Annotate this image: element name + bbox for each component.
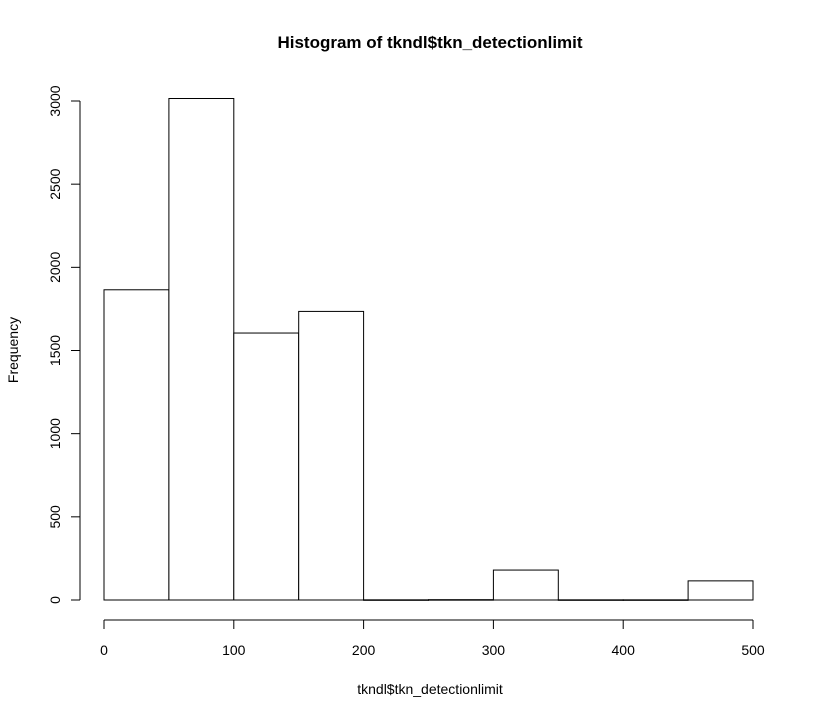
x-axis: 0 100 200 300 400 500: [100, 619, 765, 658]
x-tick-label: 400: [612, 642, 636, 658]
y-axis: 0 500 1000 1500 2000 2500 3000: [47, 85, 81, 604]
chart-title: Histogram of tkndl$tkn_detectionlimit: [277, 33, 582, 52]
x-axis-label: tkndl$tkn_detectionlimit: [357, 681, 503, 697]
histogram-bar-9: [687, 580, 754, 601]
histogram-bar-3: [298, 310, 365, 601]
histogram-bar-5: [428, 599, 494, 601]
y-tick-label: 0: [47, 596, 63, 604]
histogram-bar-8: [622, 599, 689, 601]
y-tick-label: 500: [47, 505, 63, 529]
histogram-bar-4: [363, 599, 430, 601]
y-tick-label: 1500: [47, 335, 63, 366]
histogram-bar-6: [492, 569, 559, 601]
y-tick-label: 2000: [47, 252, 63, 283]
x-tick-label: 300: [482, 642, 506, 658]
histogram-bar-0: [103, 289, 170, 601]
y-tick-label: 3000: [47, 85, 63, 116]
histogram-bar-2: [233, 332, 300, 601]
bars-layer: [103, 98, 754, 601]
y-tick-label: 1000: [47, 418, 63, 449]
x-tick-label: 200: [352, 642, 376, 658]
x-tick-label: 0: [100, 642, 108, 658]
y-tick-label: 2500: [47, 168, 63, 199]
x-tick-label: 500: [741, 642, 765, 658]
y-axis-label: Frequency: [5, 317, 21, 383]
x-tick-label: 100: [222, 642, 246, 658]
histogram-bar-1: [168, 98, 235, 601]
histogram-bar-7: [557, 599, 624, 601]
